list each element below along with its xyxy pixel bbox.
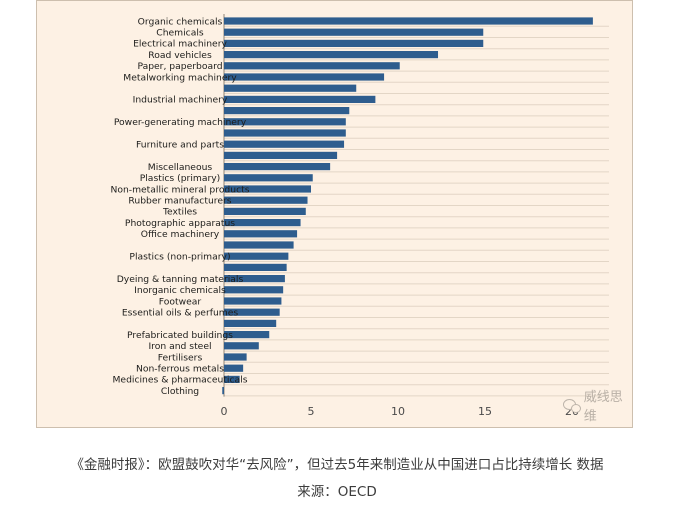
bar-22 [224, 263, 287, 271]
category-label: Non-metallic mineral products [110, 184, 249, 195]
category-label: Prefabricated buildings [127, 330, 233, 341]
category-label: Paper, paperboard [137, 61, 222, 72]
bar-8 [224, 107, 350, 115]
category-label: Photographic apparatus [125, 218, 235, 229]
bar-18 [224, 219, 301, 227]
x-tick-label: 0 [221, 405, 228, 418]
x-tick-label: 15 [478, 405, 492, 418]
wechat-icon [563, 398, 581, 413]
bar-9 [224, 118, 346, 126]
category-label: Clothing [161, 386, 199, 397]
bar-5 [224, 73, 385, 81]
category-label: Chemicals [156, 28, 204, 39]
watermark-text: 威线思维 [583, 390, 623, 424]
x-tick-label: 10 [391, 405, 405, 418]
category-label: Inorganic chemicals [134, 285, 226, 296]
category-label: Textiles [162, 207, 197, 218]
bar-28 [224, 331, 270, 339]
category-label: Footwear [159, 296, 202, 307]
category-label: Electrical machinery [133, 39, 227, 50]
bar-25 [224, 297, 282, 305]
x-tick-label: 5 [308, 405, 315, 418]
category-label: Fertilisers [158, 352, 203, 363]
category-label: Rubber manufacturers [128, 196, 231, 207]
bar-23 [224, 275, 285, 283]
category-label: Dyeing & tanning materials [117, 274, 244, 285]
bar-6 [224, 84, 357, 92]
bar-30 [224, 353, 247, 361]
bar-11 [224, 140, 345, 148]
bar-32 [224, 375, 240, 383]
bar-21 [224, 252, 289, 260]
bar-15 [224, 185, 311, 193]
category-label: Essential oils & perfumes [122, 308, 239, 319]
bar-4 [224, 62, 400, 70]
category-label: Non-ferrous metals [136, 364, 224, 375]
bar-16 [224, 196, 308, 204]
bar-12 [224, 151, 338, 159]
chart-panel: Organic chemicals Chemicals Electrical mac… [36, 0, 633, 428]
category-label: Furniture and parts [136, 140, 224, 151]
category-label: Iron and steel [148, 341, 211, 352]
category-label: Organic chemicals [138, 16, 223, 27]
category-label: Medicines & pharmaceuticals [112, 375, 247, 386]
watermark: 威线思维 [563, 390, 632, 424]
bar-14 [224, 174, 313, 182]
bar-29 [224, 342, 259, 350]
bar-33 [222, 387, 224, 395]
bar-7 [224, 95, 376, 103]
category-label: Plastics (non-primary) [129, 252, 230, 263]
caption-line-2: 来源：OECD [297, 484, 377, 500]
category-label: Miscellaneous [148, 162, 213, 173]
bar-26 [224, 308, 280, 316]
category-label: Office machinery [141, 229, 220, 240]
category-label: Road vehicles [148, 50, 212, 61]
category-label: Power-generating machinery [114, 117, 247, 128]
bar-19 [224, 230, 298, 238]
bar-13 [224, 163, 331, 171]
bar-31 [224, 364, 244, 372]
bar-27 [224, 319, 277, 327]
caption-line-1: 《金融时报》：欧盟鼓吹对华“去风险”，但过去5年来制造业从中国进口占比持续增长 … [70, 457, 604, 473]
category-label: Industrial machinery [133, 95, 228, 106]
bar-0 [224, 17, 593, 25]
category-label: Plastics (primary) [140, 173, 221, 184]
figure-caption: 《金融时报》：欧盟鼓吹对华“去风险”，但过去5年来制造业从中国进口占比持续增长 … [0, 452, 674, 506]
bar-10 [224, 129, 346, 137]
bar-2 [224, 39, 484, 47]
bar-24 [224, 286, 284, 294]
bar-17 [224, 207, 306, 215]
category-label: Metalworking machinery [123, 72, 237, 83]
bar-3 [224, 51, 439, 59]
bar-1 [224, 28, 484, 36]
bar-20 [224, 241, 294, 249]
